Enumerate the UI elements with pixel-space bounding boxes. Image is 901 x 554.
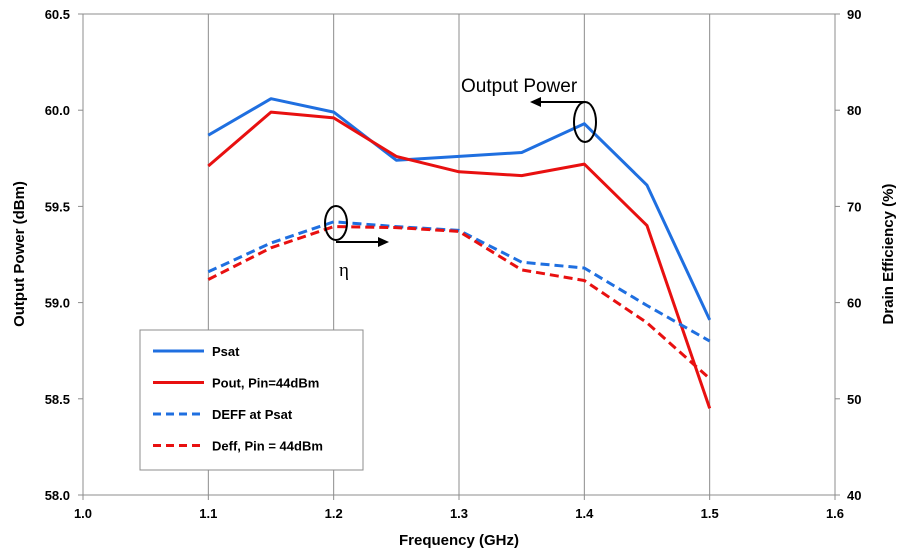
y-left-tick-label: 59.0	[45, 296, 70, 311]
series-lines	[207, 97, 712, 409]
y-left-tick-label: 59.5	[45, 199, 70, 214]
x-tick-label: 1.6	[826, 506, 844, 521]
x-tick-label: 1.3	[450, 506, 468, 521]
series-line-2	[207, 110, 712, 409]
y-left-tick-label: 60.0	[45, 103, 70, 118]
y-left-tick-label: 60.5	[45, 7, 70, 22]
y-right-tick-label: 90	[847, 7, 861, 22]
series-line-1	[207, 97, 712, 321]
annotation-eta-label: η	[339, 260, 349, 281]
legend-label: DEFF at Psat	[212, 407, 293, 422]
x-tick-label: 1.2	[325, 506, 343, 521]
arrowhead-left-icon	[530, 97, 541, 107]
x-axis-title: Frequency (GHz)	[399, 532, 519, 549]
legend-label: Pout, Pin=44dBm	[212, 376, 319, 391]
series-line-4	[207, 225, 711, 380]
y-right-tick-label: 40	[847, 488, 861, 503]
series-line-3	[207, 220, 711, 343]
y-right-tick-label: 80	[847, 103, 861, 118]
y-right-tick-label: 60	[847, 296, 861, 311]
legend-label: Deff, Pin = 44dBm	[212, 439, 323, 454]
annotation-output-power: Output Power	[461, 76, 597, 143]
legend: Psat Pout, Pin=44dBm DEFF at Psat Deff, Pin…	[139, 329, 364, 471]
y-right-tick-label: 70	[847, 199, 861, 214]
annotation-eta: η	[324, 205, 389, 281]
x-tick-label: 1.1	[199, 506, 217, 521]
y-axis-left-title: Output Power (dBm)	[11, 181, 28, 327]
legend-box	[139, 329, 364, 471]
annotation-eta-circle	[324, 205, 348, 241]
y-right-tick-label: 50	[847, 392, 861, 407]
x-tick-label: 1.4	[575, 506, 594, 521]
arrowhead-right-icon	[378, 237, 389, 247]
plot-area	[82, 13, 836, 496]
legend-label: Psat	[212, 344, 240, 359]
tick-labels: 1.0 1.1 1.2 1.3 1.4 1.5 1.6 58.0 58.5 59.0 59.5 60.…	[45, 7, 862, 521]
y-left-tick-label: 58.5	[45, 392, 70, 407]
y-left-tick-label: 58.0	[45, 488, 70, 503]
y-axis-right-title: Drain Efficiency (%)	[880, 184, 897, 325]
x-tick-label: 1.5	[701, 506, 719, 521]
x-tick-label: 1.0	[74, 506, 92, 521]
annotation-output-power-circle	[573, 101, 597, 143]
annotation-output-power-label: Output Power	[461, 76, 578, 97]
